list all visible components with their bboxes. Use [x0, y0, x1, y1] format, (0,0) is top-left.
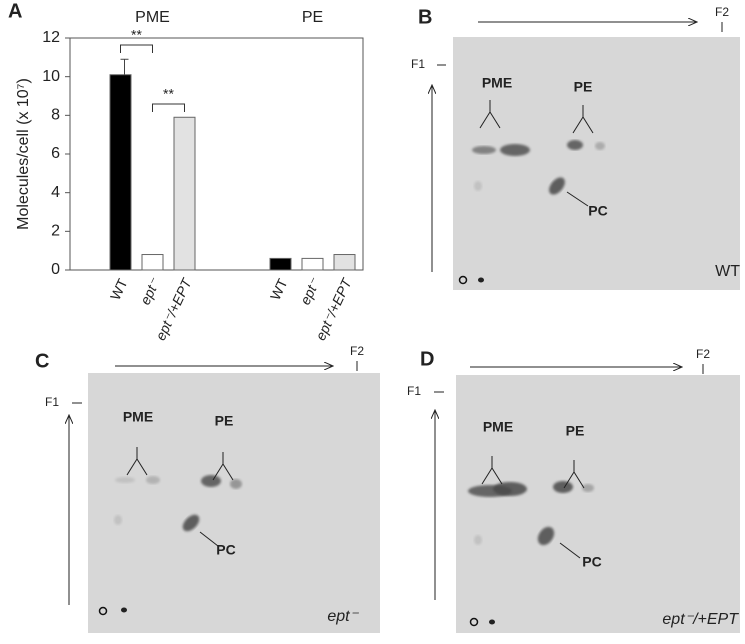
- x-tick-label: ept⁻: [297, 275, 324, 308]
- spot-label: PME: [483, 419, 513, 435]
- significance-bracket: [120, 44, 153, 53]
- origin-mark: [458, 275, 468, 285]
- y-tick-label: 4: [51, 184, 60, 201]
- significance-bracket: [152, 103, 185, 112]
- pc-pointer: [559, 542, 581, 559]
- bar: [141, 254, 164, 271]
- sample-label: ept⁻: [327, 608, 359, 625]
- origin-spot: [121, 607, 127, 613]
- x-tick-label: WT: [267, 276, 291, 303]
- tlc-spot: [472, 146, 496, 154]
- f2-label: F2: [715, 5, 729, 19]
- f1-label: F1: [407, 384, 421, 398]
- panel-label: C: [35, 350, 49, 372]
- y-tick-label: 10: [42, 68, 60, 85]
- tlc-spot: [595, 142, 605, 150]
- sample-label: WT: [715, 263, 740, 280]
- x-tick-label: ept⁻: [137, 275, 164, 308]
- tlc-spot: [114, 515, 122, 525]
- spot-label: PE: [215, 413, 234, 429]
- tlc-spot: [474, 535, 482, 545]
- panel-label: D: [420, 348, 434, 370]
- tlc-spot: [182, 514, 200, 532]
- panel-label: B: [418, 6, 432, 28]
- spot-marker: [481, 456, 503, 485]
- origin-spot: [489, 619, 495, 625]
- spot-label: PC: [582, 554, 601, 570]
- tlc-spot: [567, 140, 583, 150]
- pc-pointer: [566, 191, 589, 207]
- origin-spot: [478, 277, 484, 283]
- tlc-spot: [201, 475, 221, 487]
- spot-label: PC: [588, 203, 607, 219]
- spot-marker: [126, 447, 148, 476]
- f1-label: F1: [411, 57, 425, 71]
- tlc-spot: [549, 177, 565, 195]
- y-tick-label: 12: [42, 29, 60, 46]
- f1-label: F1: [45, 395, 59, 409]
- group-label: PE: [302, 9, 323, 26]
- y-tick-label: 0: [51, 261, 60, 278]
- significance-label: **: [163, 86, 174, 102]
- spot-marker: [572, 105, 594, 134]
- group-label: PME: [135, 9, 170, 26]
- f2-label: F2: [696, 347, 710, 361]
- tlc-spot: [115, 477, 135, 483]
- tlc-spot: [500, 144, 530, 156]
- tlc-spot: [474, 181, 482, 191]
- tlc-spot: [146, 476, 160, 484]
- sample-label: ept⁻/+EPT: [662, 611, 739, 628]
- spot-label: PE: [574, 79, 593, 95]
- spot-label: PME: [482, 75, 512, 91]
- tlc-plate: [453, 37, 740, 290]
- tlc-spot: [553, 481, 573, 493]
- tlc-plate: [456, 375, 740, 633]
- y-tick-label: 6: [51, 145, 60, 162]
- y-axis-label: Molecules/cell (x 10⁷): [15, 78, 32, 230]
- significance-label: **: [131, 27, 142, 43]
- panel-label: A: [8, 0, 22, 22]
- x-tick-label: WT: [107, 276, 131, 303]
- spot-label: PC: [216, 542, 235, 558]
- bar: [269, 257, 292, 271]
- bar: [109, 74, 132, 271]
- bar: [301, 257, 324, 271]
- tlc-spot: [493, 482, 527, 496]
- bar: [333, 254, 356, 271]
- origin-mark: [98, 606, 108, 616]
- tlc-plate: [88, 373, 380, 633]
- f2-label: F2: [350, 344, 364, 358]
- origin-mark: [469, 617, 479, 627]
- spot-marker: [479, 100, 501, 129]
- spot-marker: [563, 460, 585, 489]
- bar: [173, 116, 196, 271]
- tlc-spot: [537, 526, 555, 546]
- tlc-spot: [582, 484, 594, 492]
- y-tick-label: 8: [51, 107, 60, 124]
- y-tick-label: 2: [51, 223, 60, 240]
- spot-label: PE: [566, 423, 585, 439]
- pc-pointer: [199, 531, 219, 547]
- tlc-spot: [230, 479, 242, 489]
- spot-marker: [212, 452, 234, 481]
- spot-label: PME: [123, 409, 153, 425]
